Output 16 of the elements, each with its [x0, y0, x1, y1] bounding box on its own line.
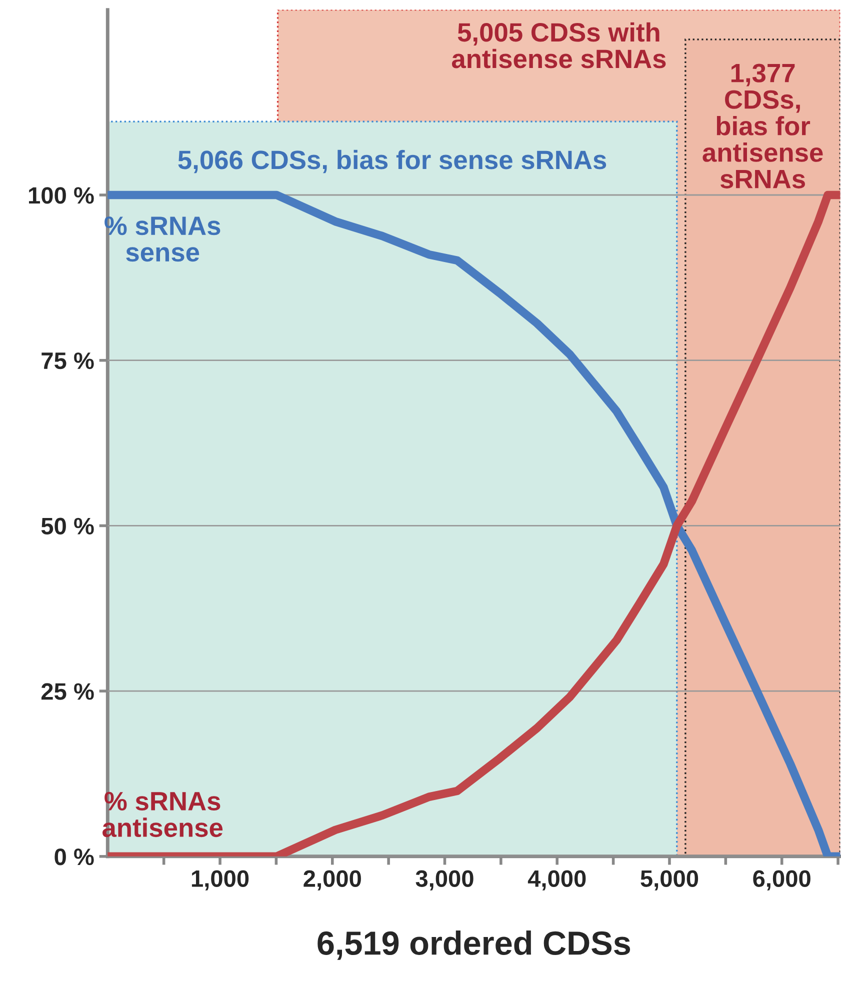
y-tick-label: 75 %: [42, 352, 94, 370]
band-label: 5,005 CDSs with antisense sRNAs: [452, 22, 666, 68]
x-tick-label: 5,000: [640, 870, 698, 890]
band-label: 1,377 CDSs, bias for antisense sRNAs: [702, 64, 823, 188]
x-tick-label: 1,000: [192, 870, 249, 890]
x-tick-label: 4,000: [528, 870, 586, 890]
y-tick-label: 25 %: [41, 683, 94, 700]
y-tick-label: 100 %: [28, 187, 94, 204]
y-tick-label: 50 %: [41, 518, 94, 534]
x-tick-label: 3,000: [416, 870, 474, 890]
y-tick-label: 0 %: [54, 848, 94, 866]
x-tick-label: 2,000: [304, 870, 361, 890]
band-label: 5,066 CDSs, bias for sense sRNAs: [178, 150, 606, 174]
x-tick-label: 6,000: [753, 870, 810, 890]
series-label: % sRNAs antisense: [102, 792, 223, 838]
x-axis-title: 6,519 ordered CDSs: [318, 930, 630, 960]
